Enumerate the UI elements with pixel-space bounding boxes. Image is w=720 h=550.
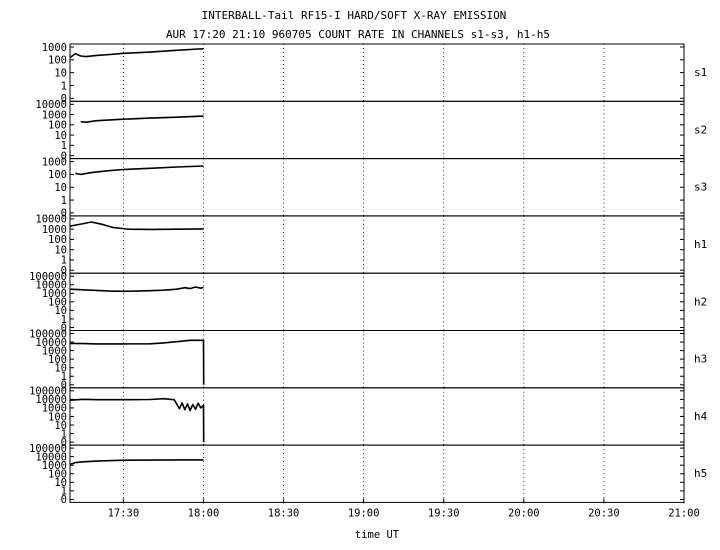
channel-label-s2: s2 [694,123,707,136]
panel-frame [69,43,685,102]
y-tick-label: 0 [61,93,67,105]
series-line-h3 [69,339,205,385]
x-tick-label: 17:30 [108,507,140,519]
y-tick-label: 10 [54,420,67,432]
y-tick-label: 10000 [35,451,67,463]
x-axis: 17:30 18:00 18:30 19:00 19:30 20:00 20:30 21:00 [108,498,700,519]
y-tick-label: 100 [48,120,67,132]
y-tick-label: 100 [48,234,67,246]
chart-title: INTERBALL-Tail RF15-I HARD/SOFT X-RAY EM… [202,9,507,22]
y-tick-label: 10 [54,477,67,489]
y-tick-label: 0 [61,265,67,277]
y-tick-label: 100 [48,469,67,481]
x-tick-label: 19:30 [428,507,460,519]
channel-label-h3: h3 [694,353,707,366]
y-tick-label: 100 [48,354,67,366]
y-tick-label: 100000 [29,386,67,398]
series-line-h4 [69,397,205,443]
y-tick-label: 1000 [42,109,67,121]
chart-subtitle: AUR 17:20 21:10 960705 COUNT RATE IN CHA… [166,28,550,41]
y-tick-label: 1000 [42,288,67,300]
x-tick-label: 21:00 [668,507,700,519]
y-tick-label: 1 [61,140,67,152]
series-line-h5 [69,459,204,466]
y-tick-label: 1000 [42,156,67,168]
y-tick-label: 1 [61,255,67,267]
y-tick-label: 10 [54,130,67,142]
series-line-h2 [69,286,204,293]
y-tick-label: 10000 [35,99,67,111]
y-tick-label: 1 [61,314,67,326]
x-tick-label: 18:00 [188,507,220,519]
x-tick-label: 19:00 [348,507,380,519]
channel-label-h4: h4 [694,410,708,423]
y-tick-label: 1 [61,486,67,498]
series-line-s3 [75,165,204,176]
y-tick-label: 1000 [42,224,67,236]
y-tick-label: 100 [48,297,67,309]
y-tick-label: 0 [61,437,67,449]
y-tick-label: 1 [61,80,67,92]
y-tick-label: 100 [48,55,67,67]
y-tick-label: 0 [61,150,67,162]
y-tick-label: 1000 [42,460,67,472]
panel-frame [69,444,685,503]
y-tick-label: 10000 [35,214,67,226]
series-line-h1 [69,221,204,231]
x-tick-label: 20:30 [588,507,620,519]
y-tick-label: 0 [61,322,67,334]
y-tick-label: 1000 [42,345,67,357]
series-line-s1 [69,48,204,59]
channel-label-s3: s3 [694,181,707,194]
y-tick-label: 10 [54,305,67,317]
channel-label-s1: s1 [694,66,707,79]
y-tick-label: 100000 [29,443,67,455]
panel-frame [69,387,685,446]
channel-label-h1: h1 [694,238,707,251]
y-tick-label: 10000 [35,337,67,349]
y-tick-label: 100 [48,169,67,181]
y-tick-label: 0 [61,208,67,220]
x-tick-label: 20:00 [508,507,540,519]
panel-frame [69,100,685,160]
x-tick-label: 18:30 [268,507,300,519]
series-line-s2 [80,115,204,123]
y-tick-label: 1 [61,428,67,440]
channel-label-h5: h5 [694,467,707,480]
y-tick-label: 100000 [29,328,67,340]
y-tick-label: 100 [48,411,67,423]
panel-frame [69,330,685,389]
y-tick-label: 1 [61,371,67,383]
channel-label-h2: h2 [694,295,707,308]
y-tick-label: 10 [54,182,67,194]
panel-frame [69,272,685,332]
y-tick-label: 10000 [35,394,67,406]
y-tick-label: 1 [61,195,67,207]
y-tick-label: 0 [61,494,67,506]
y-tick-label: 10 [54,363,67,375]
y-tick-label: 100000 [29,271,67,283]
panel-frame [69,215,685,274]
x-axis-label: time UT [355,529,400,541]
y-tick-label: 10 [54,244,67,256]
panels: 10001001010s11000010001001010s2100010010… [29,42,708,506]
y-tick-label: 1000 [42,42,67,54]
y-tick-label: 0 [61,380,67,392]
y-tick-label: 10 [54,67,67,79]
y-tick-label: 10000 [35,280,67,292]
y-tick-label: 1000 [42,403,67,415]
